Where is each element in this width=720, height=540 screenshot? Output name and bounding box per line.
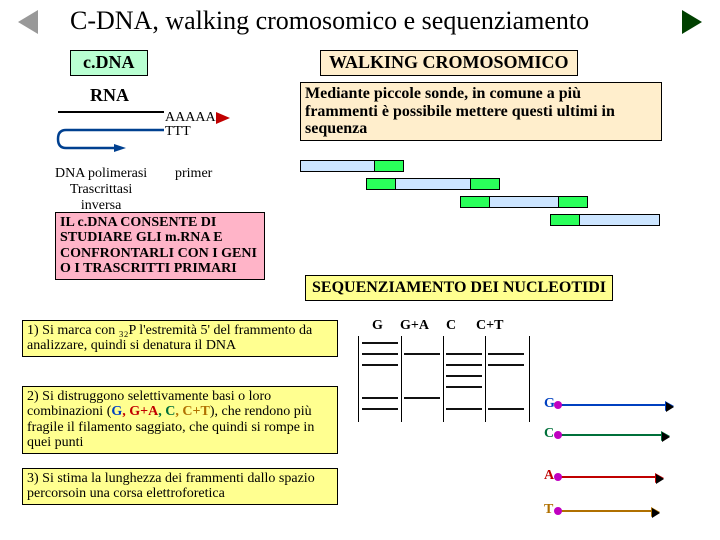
- seq-step1: 1) Si marca con ₃₂P l'estremità 5' del f…: [22, 320, 338, 357]
- read-arrow: [560, 510, 652, 512]
- nav-next-icon[interactable]: [682, 10, 702, 34]
- lane-label: G: [372, 318, 383, 334]
- lane-label: G+A: [400, 318, 429, 334]
- gel-diagram: [358, 336, 530, 422]
- rna-loop-diagram: [58, 106, 168, 156]
- seq-label: SEQUENZIAMENTO DEI NUCLEOTIDI: [305, 275, 613, 301]
- red-arrow-icon: [216, 112, 230, 124]
- walking-label: WALKING CROMOSOMICO: [320, 50, 578, 76]
- enzyme-label: DNA polimerasiTrascrittasiinversa: [55, 166, 147, 214]
- rna-label: RNA: [90, 85, 129, 106]
- lane-label: C+T: [476, 318, 503, 334]
- ttt-text: TTT: [165, 124, 191, 140]
- read-label: C: [544, 426, 554, 442]
- lane-label: C: [446, 318, 456, 334]
- cdna-label: c.DNA: [70, 50, 148, 76]
- nav-prev-icon[interactable]: [18, 10, 38, 34]
- walking-fragments: [300, 160, 660, 250]
- page-title: C-DNA, walking cromosomico e sequenziame…: [70, 6, 589, 36]
- seq-step2: 2) Si distruggono selettivamente basi o …: [22, 386, 338, 454]
- seq-step3: 3) Si stima la lunghezza dei frammenti d…: [22, 468, 338, 505]
- read-label: G: [544, 396, 555, 412]
- ilcdna-box: IL c.DNA CONSENTE DI STUDIARE GLI m.RNA …: [55, 212, 265, 280]
- read-arrow: [560, 404, 666, 406]
- read-label: T: [544, 502, 553, 518]
- read-arrow: [560, 434, 662, 436]
- primer-label: primer: [175, 166, 212, 182]
- read-label: A: [544, 468, 554, 484]
- walking-desc: Mediante piccole sonde, in comune a più …: [300, 82, 662, 141]
- read-arrow: [560, 476, 656, 478]
